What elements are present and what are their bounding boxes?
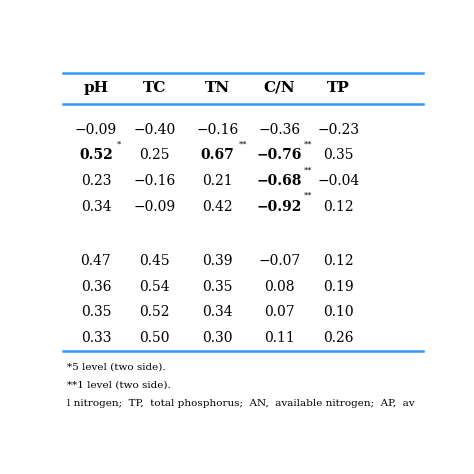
Text: l nitrogen;  TP,  total phosphorus;  AN,  available nitrogen;  AP,  av: l nitrogen; TP, total phosphorus; AN, av… — [66, 399, 414, 408]
Text: 0.08: 0.08 — [264, 280, 295, 294]
Text: −0.76: −0.76 — [257, 148, 302, 163]
Text: −0.04: −0.04 — [317, 174, 360, 188]
Text: **: ** — [238, 141, 247, 149]
Text: 0.52: 0.52 — [139, 305, 170, 319]
Text: 0.45: 0.45 — [139, 254, 170, 268]
Text: 0.12: 0.12 — [323, 254, 354, 268]
Text: 0.07: 0.07 — [264, 305, 295, 319]
Text: 0.34: 0.34 — [202, 305, 233, 319]
Text: 0.35: 0.35 — [81, 305, 111, 319]
Text: 0.42: 0.42 — [202, 200, 233, 213]
Text: 0.30: 0.30 — [202, 331, 232, 345]
Text: −0.23: −0.23 — [318, 123, 359, 137]
Text: −0.07: −0.07 — [258, 254, 301, 268]
Text: 0.19: 0.19 — [323, 280, 354, 294]
Text: −0.68: −0.68 — [257, 174, 302, 188]
Text: 0.26: 0.26 — [323, 331, 354, 345]
Text: 0.25: 0.25 — [139, 148, 170, 163]
Text: −0.92: −0.92 — [257, 200, 302, 213]
Text: 0.11: 0.11 — [264, 331, 295, 345]
Text: −0.09: −0.09 — [75, 123, 117, 137]
Text: 0.52: 0.52 — [79, 148, 113, 163]
Text: *: * — [117, 141, 121, 149]
Text: pH: pH — [83, 81, 109, 95]
Text: 0.10: 0.10 — [323, 305, 354, 319]
Text: −0.36: −0.36 — [259, 123, 301, 137]
Text: TN: TN — [205, 81, 230, 95]
Text: 0.39: 0.39 — [202, 254, 232, 268]
Text: **: ** — [304, 166, 313, 174]
Text: 0.23: 0.23 — [81, 174, 111, 188]
Text: **: ** — [304, 141, 313, 149]
Text: 0.50: 0.50 — [139, 331, 170, 345]
Text: 0.54: 0.54 — [139, 280, 170, 294]
Text: 0.36: 0.36 — [81, 280, 111, 294]
Text: 0.21: 0.21 — [202, 174, 233, 188]
Text: −0.40: −0.40 — [134, 123, 176, 137]
Text: −0.16: −0.16 — [134, 174, 176, 188]
Text: C/N: C/N — [264, 81, 295, 95]
Text: −0.16: −0.16 — [196, 123, 238, 137]
Text: 0.47: 0.47 — [81, 254, 111, 268]
Text: 0.33: 0.33 — [81, 331, 111, 345]
Text: TP: TP — [327, 81, 350, 95]
Text: −0.09: −0.09 — [134, 200, 176, 213]
Text: 0.67: 0.67 — [201, 148, 234, 163]
Text: TC: TC — [143, 81, 166, 95]
Text: **: ** — [304, 192, 313, 200]
Text: 0.35: 0.35 — [202, 280, 232, 294]
Text: 0.35: 0.35 — [323, 148, 354, 163]
Text: **1 level (two side).: **1 level (two side). — [66, 381, 170, 390]
Text: 0.12: 0.12 — [323, 200, 354, 213]
Text: *5 level (two side).: *5 level (two side). — [66, 363, 165, 372]
Text: 0.34: 0.34 — [81, 200, 111, 213]
